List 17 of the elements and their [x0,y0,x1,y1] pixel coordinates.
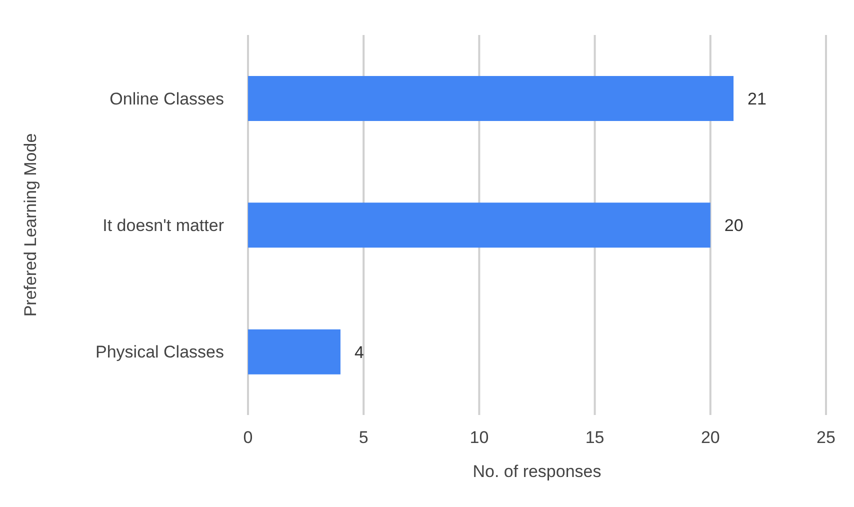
y-axis-title: Prefered Learning Mode [21,133,40,317]
bar [248,202,710,248]
data-label: 21 [748,90,766,109]
x-tick-label: 15 [585,428,604,448]
x-tick-label: 25 [816,428,836,448]
data-label: 4 [354,342,364,362]
bar [248,329,340,374]
x-tick-label: 5 [358,428,368,448]
x-axis-title: No. of responses [472,462,602,481]
data-label: 20 [724,216,744,236]
y-tick-label: Online Classes [110,89,224,108]
x-tick-label: 20 [700,428,720,448]
y-tick-label: It doesn't matter [102,216,224,236]
x-tick-label: 0 [243,428,253,448]
x-tick-label: 10 [470,428,489,448]
bar [248,76,734,121]
y-tick-label: Physical Classes [96,342,224,362]
